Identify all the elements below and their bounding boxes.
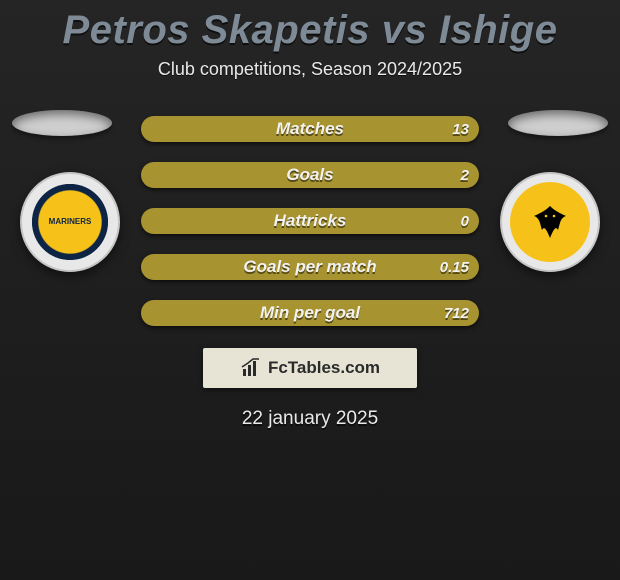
- team-badge-right-inner: [510, 182, 590, 262]
- team-badge-left-label: MARINERS: [49, 218, 92, 226]
- stat-rows: Matches13 Goals2 Hattricks0 Goals per match…: [141, 116, 479, 326]
- team-badge-left-inner: MARINERS: [32, 184, 108, 260]
- stat-value-right: 2: [461, 162, 469, 188]
- comparison-stage: MARINERS Matches13 Goals2 Hattricks0 Goals …: [0, 116, 620, 326]
- stat-label: Hattricks: [141, 208, 479, 234]
- stat-row: Hattricks0: [141, 208, 479, 234]
- team-badge-right: [500, 172, 600, 272]
- page-subtitle: Club competitions, Season 2024/2025: [0, 59, 620, 80]
- stat-row: Min per goal712: [141, 300, 479, 326]
- player-silhouette-left: [12, 110, 112, 136]
- brand-panel: FcTables.com: [203, 348, 417, 388]
- player-silhouette-right: [508, 110, 608, 136]
- brand-chart-icon: [240, 357, 262, 379]
- stat-value-right: 0: [461, 208, 469, 234]
- stat-value-right: 712: [444, 300, 469, 326]
- snapshot-date: 22 january 2025: [0, 408, 620, 430]
- comparison-card: Petros Skapetis vs Ishige Club competiti…: [0, 0, 620, 580]
- stat-label: Min per goal: [141, 300, 479, 326]
- brand-text: FcTables.com: [268, 358, 380, 378]
- page-title: Petros Skapetis vs Ishige: [0, 0, 620, 53]
- stat-label: Goals per match: [141, 254, 479, 280]
- stat-value-right: 13: [452, 116, 469, 142]
- phoenix-icon: [530, 202, 570, 242]
- stat-row: Goals per match0.15: [141, 254, 479, 280]
- stat-value-right: 0.15: [440, 254, 469, 280]
- team-badge-left: MARINERS: [20, 172, 120, 272]
- stat-row: Goals2: [141, 162, 479, 188]
- stat-label: Matches: [141, 116, 479, 142]
- stat-row: Matches13: [141, 116, 479, 142]
- stat-label: Goals: [141, 162, 479, 188]
